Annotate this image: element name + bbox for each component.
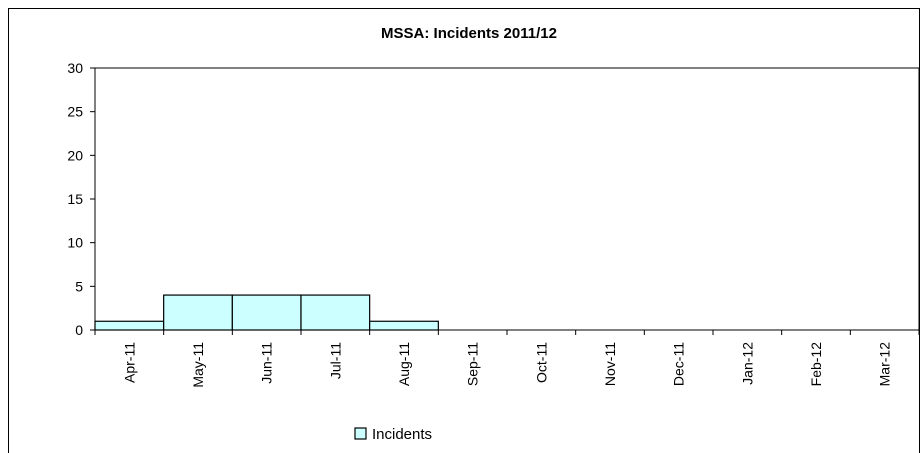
y-axis: 0 5 10 15 20 25 30 xyxy=(67,60,95,338)
chart-title: MSSA: Incidents 2011/12 xyxy=(381,25,557,42)
x-tick-label: Nov-11 xyxy=(602,342,618,386)
x-tick-label: Jun-11 xyxy=(259,342,275,384)
x-tick-label: Feb-12 xyxy=(808,342,824,387)
bar-apr-11 xyxy=(94,320,165,331)
bars-group xyxy=(94,294,439,331)
legend-swatch xyxy=(354,427,367,440)
x-tick-label: Dec-11 xyxy=(671,342,687,386)
x-tick-label: Jul-11 xyxy=(327,342,343,379)
x-tick-label: Apr-11 xyxy=(121,342,137,383)
y-tick-label: 5 xyxy=(75,278,83,294)
x-tick-label: Oct-11 xyxy=(533,342,549,383)
x-tick-label: Mar-12 xyxy=(877,342,893,387)
bar-jul-11 xyxy=(300,294,371,331)
y-tick-label: 20 xyxy=(67,147,83,163)
y-tick-label: 0 xyxy=(75,322,83,338)
legend-label-incidents: Incidents xyxy=(372,426,432,443)
y-tick-label: 15 xyxy=(67,191,83,207)
bar-may-11 xyxy=(163,294,233,331)
plot-area xyxy=(94,67,920,331)
x-tick-label: Sep-11 xyxy=(465,342,481,386)
x-axis: Apr-11 May-11 Jun-11 Jul-11 Aug-11 Sep-11 Oct-… xyxy=(94,330,920,388)
bar-aug-11 xyxy=(369,320,439,331)
y-tick-label: 25 xyxy=(67,104,83,120)
y-tick-label: 10 xyxy=(67,235,83,251)
legend: Incidents xyxy=(354,426,432,443)
bar-jun-11 xyxy=(231,294,302,331)
y-tick-label: 30 xyxy=(67,60,83,76)
x-tick-label: Aug-11 xyxy=(396,342,412,386)
x-tick-label: May-11 xyxy=(190,342,206,388)
x-tick-label: Jan-12 xyxy=(739,342,755,385)
